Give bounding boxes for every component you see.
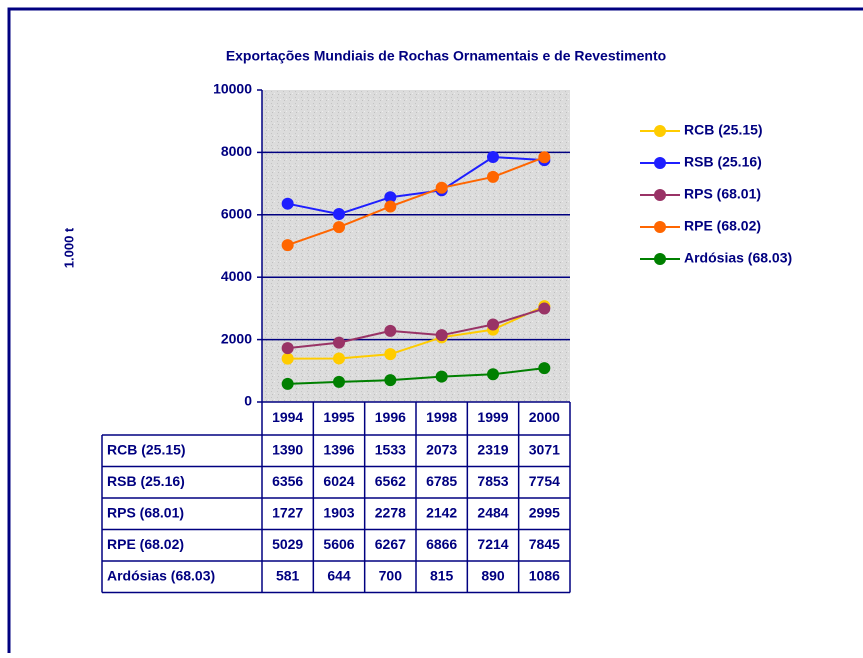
table-cell: 1533: [375, 441, 406, 457]
table-cell: 581: [276, 567, 300, 583]
table-row-label: RPE (68.02): [107, 536, 184, 552]
table-cell: 1396: [323, 441, 354, 457]
table-cell: 7754: [529, 473, 560, 489]
x-tick-label: 1999: [477, 409, 508, 425]
y-tick-label: 10000: [213, 81, 252, 97]
x-tick-label: 1998: [426, 409, 457, 425]
legend-marker: [654, 189, 666, 201]
table-cell: 1903: [323, 504, 354, 520]
table-cell: 2995: [529, 504, 560, 520]
table-row-label: Ardósias (68.03): [107, 567, 215, 583]
point: [281, 377, 294, 390]
table-cell: 3071: [529, 441, 560, 457]
table-cell: 890: [481, 567, 505, 583]
series-line: [287, 156, 545, 247]
point: [435, 329, 448, 342]
x-tick-label: 1996: [375, 409, 406, 425]
legend-label: RPS (68.01): [684, 186, 761, 202]
point: [538, 151, 551, 164]
point: [333, 375, 345, 388]
point: [487, 318, 499, 331]
chart-title: Exportações Mundiais de Rochas Ornamenta…: [226, 48, 666, 64]
point: [333, 208, 345, 221]
point: [435, 181, 448, 194]
point: [281, 342, 294, 355]
table-cell: 2484: [477, 504, 508, 520]
y-tick-label: 2000: [221, 330, 252, 346]
table-row-label: RSB (25.16): [107, 473, 185, 489]
table-row-label: RPS (68.01): [107, 504, 184, 520]
point: [487, 368, 499, 381]
point: [384, 324, 397, 337]
point: [281, 197, 294, 210]
point: [333, 336, 345, 349]
table-cell: 644: [327, 567, 351, 583]
point: [281, 239, 294, 252]
plot-area: [262, 90, 570, 402]
point: [538, 362, 551, 375]
x-tick-label: 2000: [529, 409, 560, 425]
table-row-label: RCB (25.15): [107, 441, 186, 457]
legend-label: RCB (25.15): [684, 122, 763, 138]
legend-marker: [654, 253, 666, 265]
table-cell: 6267: [375, 536, 406, 552]
point: [384, 191, 397, 204]
y-tick-label: 4000: [221, 268, 252, 284]
table-cell: 2319: [477, 441, 508, 457]
legend-marker: [654, 157, 666, 169]
point: [384, 374, 397, 387]
table-cell: 7214: [477, 536, 508, 552]
table-cell: 5029: [272, 536, 303, 552]
series-line: [287, 367, 545, 385]
table-cell: 2278: [375, 504, 406, 520]
table-cell: 2142: [426, 504, 457, 520]
series-line: [287, 155, 545, 216]
table-cell: 6024: [323, 473, 354, 489]
frame: [7, 7, 863, 658]
table-cell: 1390: [272, 441, 303, 457]
table-cell: 700: [379, 567, 403, 583]
point: [487, 150, 499, 163]
table-cell: 815: [430, 567, 454, 583]
series-line: [287, 305, 545, 360]
point: [333, 221, 345, 234]
y-tick-label: 6000: [221, 206, 252, 222]
x-tick-label: 1995: [323, 409, 354, 425]
table-cell: 5606: [323, 536, 354, 552]
legend-label: RSB (25.16): [684, 154, 762, 170]
table-cell: 2073: [426, 441, 457, 457]
table-cell: 6562: [375, 473, 406, 489]
point: [538, 302, 551, 315]
table-cell: 1727: [272, 504, 303, 520]
table-cell: 6356: [272, 473, 303, 489]
point: [487, 170, 499, 183]
point: [333, 352, 345, 365]
table-cell: 1086: [529, 567, 560, 583]
point: [384, 348, 397, 361]
legend-marker: [654, 221, 666, 233]
x-tick-label: 1994: [272, 409, 303, 425]
point: [384, 200, 397, 213]
y-axis-label: 1.000 t: [61, 227, 76, 268]
point: [281, 352, 294, 365]
y-tick-label: 0: [244, 393, 252, 409]
table-cell: 6785: [426, 473, 457, 489]
legend-label: Ardósias (68.03): [684, 250, 792, 266]
table-cell: 7853: [477, 473, 508, 489]
legend-label: RPE (68.02): [684, 218, 761, 234]
point: [435, 370, 448, 383]
y-tick-label: 8000: [221, 143, 252, 159]
table-cell: 6866: [426, 536, 457, 552]
legend-marker: [654, 125, 666, 137]
table-cell: 7845: [529, 536, 560, 552]
series-line: [287, 307, 545, 350]
